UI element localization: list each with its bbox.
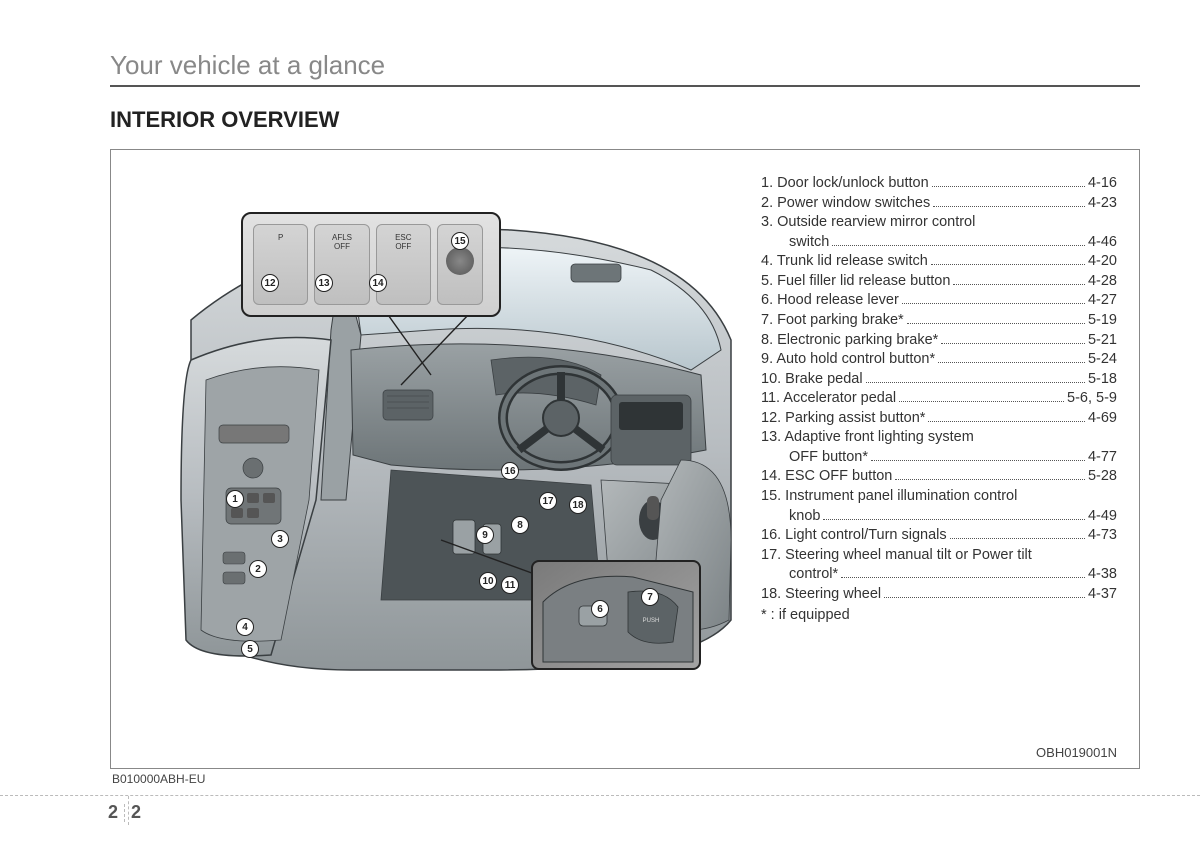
document-code: B010000ABH-EU	[112, 772, 1140, 786]
callout-14: 14	[369, 274, 387, 292]
legend-item-sub: OFF button*4-77	[761, 448, 1117, 468]
page-number: 2 2	[108, 802, 141, 823]
legend-item: 12. Parking assist button*4-69	[761, 409, 1117, 429]
afls-off-switch: AFLS OFF	[314, 224, 369, 305]
callout-3: 3	[271, 530, 289, 548]
legend-item: 1. Door lock/unlock button4-16	[761, 174, 1117, 194]
section-header: Your vehicle at a glance	[110, 50, 1140, 87]
callout-10: 10	[479, 572, 497, 590]
legend-item: 3. Outside rearview mirror control	[761, 213, 1117, 233]
diagram-area: P AFLS OFF ESC OFF 12131415 PUSH 67 1234…	[111, 150, 751, 768]
legend-item: 15. Instrument panel illumination contro…	[761, 487, 1117, 507]
legend-item: 18. Steering wheel4-37	[761, 585, 1117, 605]
callout-15: 15	[451, 232, 469, 250]
legend-item: 5. Fuel filler lid release button4-28	[761, 272, 1117, 292]
image-code: OBH019001N	[1036, 745, 1117, 760]
parking-assist-switch: P	[253, 224, 308, 305]
page-footer: 2 2	[0, 795, 1200, 825]
callout-17: 17	[539, 492, 557, 510]
callout-7: 7	[641, 588, 659, 606]
callout-9: 9	[476, 526, 494, 544]
legend-item-sub: switch4-46	[761, 233, 1117, 253]
legend-list: 1. Door lock/unlock button4-162. Power w…	[751, 150, 1139, 768]
hood-brake-inset: PUSH 6 7	[531, 560, 701, 670]
manual-page: Your vehicle at a glance INTERIOR OVERVI…	[0, 0, 1200, 786]
callout-6: 6	[591, 600, 609, 618]
legend-item: 17. Steering wheel manual tilt or Power …	[761, 546, 1117, 566]
callout-2: 2	[249, 560, 267, 578]
legend-item: 9. Auto hold control button*5-24	[761, 350, 1117, 370]
content-frame: P AFLS OFF ESC OFF 12131415 PUSH 67 1234…	[110, 149, 1140, 769]
inset-illustration: PUSH	[533, 562, 703, 672]
page-title: INTERIOR OVERVIEW	[110, 107, 1140, 133]
legend-item: 16. Light control/Turn signals4-73	[761, 526, 1117, 546]
callout-16: 16	[501, 462, 519, 480]
callout-4: 4	[236, 618, 254, 636]
legend-item: 11. Accelerator pedal5-6, 5-9	[761, 389, 1117, 409]
legend-item: 14. ESC OFF button5-28	[761, 467, 1117, 487]
callout-12: 12	[261, 274, 279, 292]
legend-footnote: * : if equipped	[761, 606, 1117, 626]
legend-item-sub: control*4-38	[761, 565, 1117, 585]
callout-1: 1	[226, 490, 244, 508]
callout-13: 13	[315, 274, 333, 292]
legend-item: 2. Power window switches4-23	[761, 194, 1117, 214]
callout-18: 18	[569, 496, 587, 514]
legend-item: 4. Trunk lid release switch4-20	[761, 252, 1117, 272]
callout-5: 5	[241, 640, 259, 658]
legend-item-sub: knob4-49	[761, 507, 1117, 527]
callout-8: 8	[511, 516, 529, 534]
esc-off-switch: ESC OFF	[376, 224, 431, 305]
svg-text:PUSH: PUSH	[643, 618, 660, 624]
switch-panel-inset: P AFLS OFF ESC OFF 12 13 14 15	[241, 212, 501, 317]
legend-item: 6. Hood release lever4-27	[761, 291, 1117, 311]
callout-11: 11	[501, 576, 519, 594]
legend-item: 8. Electronic parking brake*5-21	[761, 331, 1117, 351]
legend-item: 7. Foot parking brake*5-19	[761, 311, 1117, 331]
legend-item: 13. Adaptive front lighting system	[761, 428, 1117, 448]
legend-item: 10. Brake pedal5-18	[761, 370, 1117, 390]
